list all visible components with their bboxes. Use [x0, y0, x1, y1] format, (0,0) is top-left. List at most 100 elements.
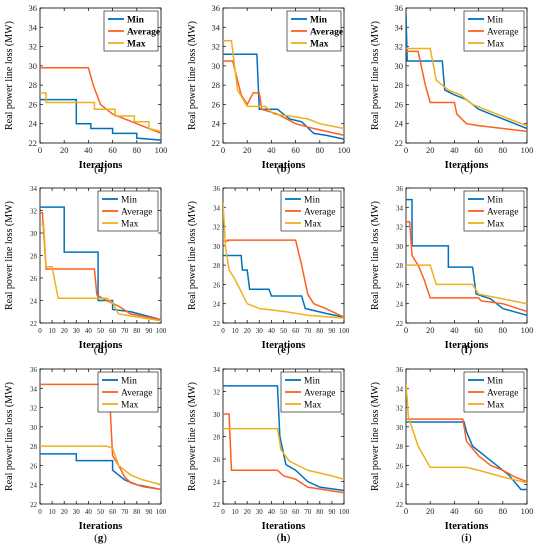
- y-tick-label: 26: [396, 281, 404, 289]
- y-tick-label: 22: [212, 138, 221, 148]
- x-tick-label: 40: [267, 145, 276, 155]
- legend-label-average: Average: [121, 207, 152, 217]
- legend-label-max: Max: [121, 219, 139, 229]
- x-tick-label: 100: [156, 327, 167, 335]
- y-tick-label: 24: [213, 479, 221, 487]
- x-tick-label: 40: [268, 508, 276, 516]
- x-tick-label: 0: [221, 508, 225, 516]
- x-tick-label: 60: [109, 508, 117, 516]
- legend-label-max: Max: [487, 39, 505, 49]
- y-tick-label: 22: [395, 138, 404, 148]
- legend-label-max: Max: [127, 39, 146, 49]
- y-tick-label: 34: [396, 385, 404, 393]
- legend-label-max: Max: [310, 39, 329, 49]
- y-tick-label: 28: [30, 443, 38, 451]
- x-tick-label: 40: [450, 145, 459, 155]
- y-tick-label: 28: [395, 80, 404, 90]
- y-tick-label: 30: [30, 230, 38, 238]
- y-tick-label: 32: [396, 224, 404, 232]
- y-tick-label: 26: [30, 462, 38, 470]
- y-tick-label: 34: [30, 185, 38, 193]
- y-tick-label: 34: [395, 22, 404, 32]
- x-tick-label: 20: [61, 508, 69, 516]
- panel-label: (c): [460, 163, 473, 175]
- y-tick-label: 28: [213, 262, 221, 270]
- x-axis-label: Iterations: [262, 521, 306, 532]
- x-tick-label: 40: [450, 506, 459, 516]
- x-axis-label: Iterations: [262, 340, 306, 351]
- panel-label: (h): [277, 532, 291, 544]
- x-tick-label: 100: [521, 145, 534, 155]
- y-tick-label: 26: [30, 275, 38, 283]
- x-tick-label: 80: [499, 145, 508, 155]
- y-tick-label: 30: [30, 424, 38, 432]
- y-tick-label: 30: [29, 61, 38, 71]
- x-tick-label: 10: [49, 327, 57, 335]
- x-tick-label: 20: [426, 506, 435, 516]
- y-tick-label: 22: [213, 320, 221, 328]
- series-line-min: [223, 385, 344, 492]
- x-tick-label: 60: [292, 508, 300, 516]
- x-axis-label: Iterations: [445, 521, 489, 532]
- chart-panel-g: 0 10 20 30 40 50 60 70 80 90 100 22 24 26 28 30 32 34 36 Mi…: [0, 361, 183, 549]
- x-tick-label: 60: [109, 327, 117, 335]
- panel-label: (g): [94, 532, 107, 544]
- x-axis-label: Iterations: [262, 160, 306, 171]
- y-axis-label: Real power line loss (MW): [187, 201, 198, 310]
- x-tick-label: 20: [244, 508, 252, 516]
- x-tick-label: 10: [232, 327, 240, 335]
- y-tick-label: 36: [396, 185, 404, 193]
- x-tick-label: 100: [521, 506, 534, 516]
- series-line-min: [223, 53, 344, 140]
- x-tick-label: 0: [221, 327, 225, 335]
- y-tick-label: 26: [213, 281, 221, 289]
- x-tick-label: 80: [499, 325, 508, 335]
- x-tick-label: 70: [121, 508, 129, 516]
- legend-label-min: Min: [304, 195, 320, 205]
- legend-label-min: Min: [304, 376, 320, 386]
- y-tick-label: 30: [396, 424, 404, 432]
- y-tick-label: 24: [29, 119, 38, 129]
- series-line-average: [40, 67, 161, 135]
- legend-label-max: Max: [121, 400, 139, 410]
- y-tick-label: 34: [212, 22, 221, 32]
- series-line-average: [223, 239, 344, 318]
- panel-label: (i): [461, 532, 472, 544]
- legend-label-min: Min: [487, 15, 503, 25]
- series-line-min: [223, 254, 344, 318]
- y-axis-label: Real power line loss (MW): [370, 201, 381, 310]
- y-tick-label: 30: [213, 411, 221, 419]
- y-tick-label: 32: [30, 405, 38, 413]
- panel-label: (a): [94, 163, 107, 175]
- chart-panel-e: 0 10 20 30 40 50 60 70 80 90 100 22 24 26 28 30 32 34 36 Mi…: [183, 180, 366, 361]
- y-tick-label: 24: [396, 301, 404, 309]
- legend-label-min: Min: [121, 376, 137, 386]
- x-tick-label: 70: [121, 327, 129, 335]
- series-line-average: [406, 418, 527, 483]
- x-tick-label: 0: [38, 327, 42, 335]
- series-line-max: [40, 223, 161, 322]
- series-line-min: [40, 206, 161, 321]
- y-tick-label: 28: [396, 262, 404, 270]
- x-tick-label: 40: [450, 325, 459, 335]
- y-tick-label: 30: [213, 243, 221, 251]
- x-tick-label: 70: [304, 508, 312, 516]
- chart-panel-i: 0 20 40 60 80 100 22 24 26 28 30 32 34 36 Min Average Ma…: [366, 361, 550, 549]
- y-tick-label: 36: [395, 3, 404, 13]
- x-axis-label: Iterations: [79, 340, 123, 351]
- y-tick-label: 22: [30, 320, 38, 328]
- x-tick-label: 30: [256, 327, 263, 335]
- x-tick-label: 60: [474, 325, 483, 335]
- y-tick-label: 28: [213, 434, 221, 442]
- panel-label: (e): [277, 344, 290, 356]
- y-tick-label: 32: [395, 42, 404, 52]
- x-tick-label: 0: [38, 508, 42, 516]
- legend-box: [103, 10, 159, 52]
- x-axis-label: Iterations: [445, 340, 489, 351]
- y-tick-label: 30: [395, 61, 404, 71]
- y-tick-label: 26: [395, 99, 404, 109]
- x-tick-label: 100: [156, 508, 167, 516]
- y-tick-label: 26: [212, 99, 221, 109]
- y-tick-label: 34: [396, 204, 404, 212]
